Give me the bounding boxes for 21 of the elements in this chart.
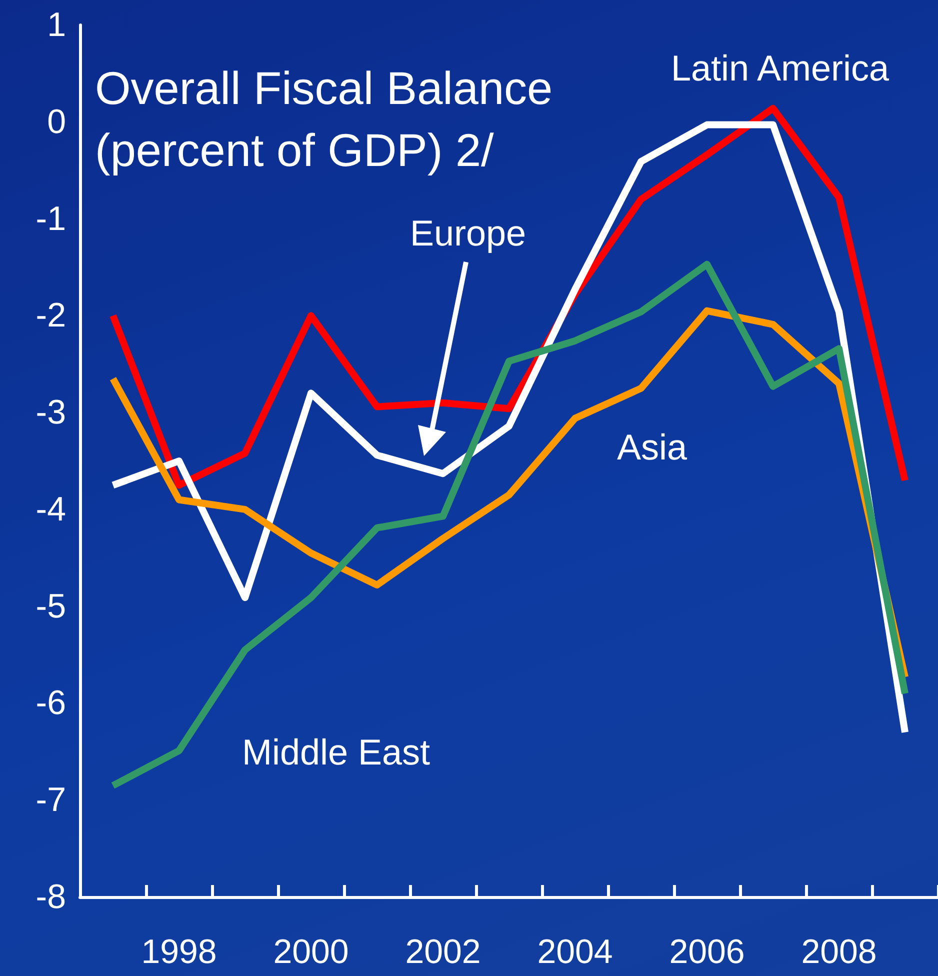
y-tick-label: -5 (36, 587, 66, 626)
y-tick-label: -8 (36, 878, 66, 916)
y-tick-label: -1 (36, 200, 66, 238)
x-tick-label: 2000 (273, 933, 349, 971)
y-tick-label: -3 (36, 394, 66, 432)
x-tick-label: 2008 (801, 933, 877, 971)
series-label: Asia (616, 426, 688, 468)
y-tick-label: -4 (36, 490, 66, 528)
y-tick-label: -7 (36, 781, 66, 820)
x-tick-label: 1998 (141, 933, 217, 971)
y-tick-label: -6 (36, 684, 66, 722)
y-tick-label: 0 (47, 102, 66, 141)
x-tick-label: 2002 (405, 933, 481, 971)
text: Overall Fiscal Balance (percent of GDP) 2/ (95, 62, 566, 176)
series-label: Latin America (670, 48, 890, 88)
x-tick-label: 2006 (669, 933, 745, 971)
x-tick-label: 2004 (537, 933, 613, 971)
series-label: Europe (410, 212, 526, 254)
series-label: Middle East (242, 732, 430, 772)
y-tick-label: -2 (36, 296, 66, 335)
y-tick-label: 1 (47, 6, 66, 44)
